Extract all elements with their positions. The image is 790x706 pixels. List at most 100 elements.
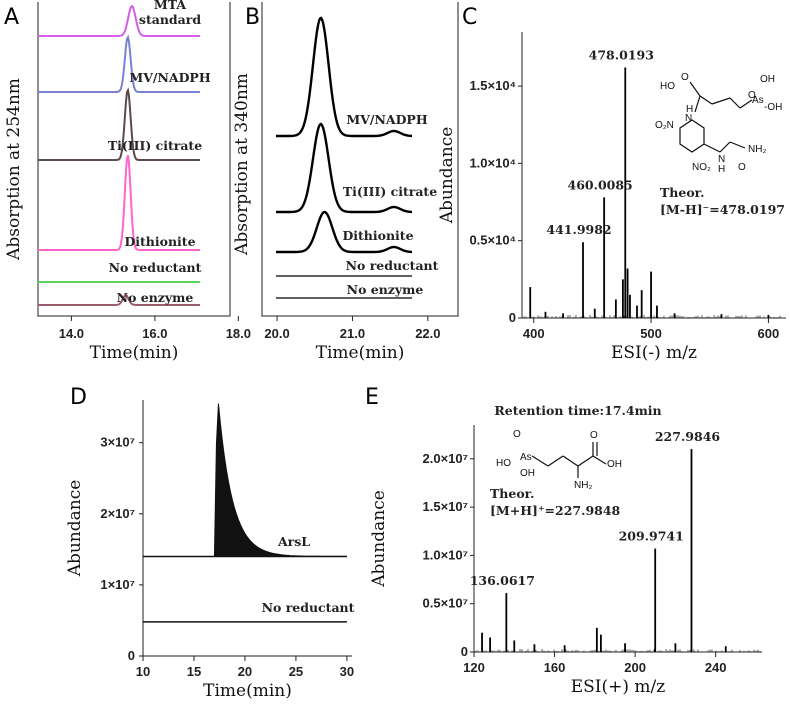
- y-tick-label: 1.5×10⁷: [423, 499, 469, 514]
- x-tick-label: 16.0: [142, 326, 167, 341]
- series-label-mta-standard: standard: [139, 12, 201, 27]
- trace-mta-standard: [38, 4, 200, 37]
- svg-text:H: H: [718, 164, 725, 175]
- svg-text:O: O: [738, 162, 746, 173]
- peak-label: 460.0085: [568, 177, 633, 192]
- svg-text:OH: OH: [520, 468, 535, 479]
- series-label-dithionite: Dithionite: [124, 234, 195, 249]
- trace-mv-nadph: [276, 16, 412, 138]
- svg-text:NH₂: NH₂: [748, 144, 766, 155]
- structure-e: [531, 442, 607, 478]
- y-axis-label: Abundance: [437, 127, 457, 225]
- theor-value: [M+H]⁺=227.9848: [490, 503, 621, 518]
- structure-c: [679, 81, 753, 153]
- x-tick-label: 15: [187, 664, 201, 679]
- svg-text:N: N: [685, 113, 692, 124]
- series-label-no-reductant: No reductant: [262, 600, 355, 615]
- panel-label-a: A: [4, 5, 19, 30]
- series-label-ti-iii-citrate: Ti(III) citrate: [108, 138, 202, 153]
- x-tick-label: 25: [289, 664, 303, 679]
- peak-label: 441.9982: [546, 222, 611, 237]
- svg-text:HO: HO: [660, 81, 675, 92]
- series-label-mv-nadph: MV/NADPH: [346, 112, 427, 127]
- trace-ti-iii-citrate: [38, 87, 200, 161]
- structure-c-labels: O HO OH As -OH O H N O₂N NO₂ N H NH₂ O: [655, 72, 782, 175]
- svg-text:HO: HO: [496, 458, 511, 469]
- peak-label: 209.9741: [619, 529, 684, 544]
- svg-text:O: O: [513, 429, 521, 440]
- x-tick-label: 160: [544, 660, 566, 675]
- svg-text:O: O: [681, 72, 689, 83]
- peak-label: 227.9846: [655, 429, 721, 444]
- x-tick-label: 10: [136, 664, 150, 679]
- y-tick-label: 0: [128, 648, 135, 663]
- y-tick-label: 0: [461, 644, 468, 659]
- x-tick-label: 240: [705, 660, 727, 675]
- y-axis-label: Abundance: [65, 480, 85, 578]
- y-tick-label: 1.0×10⁴: [469, 155, 516, 170]
- svg-text:As: As: [752, 95, 764, 106]
- svg-text:OH: OH: [607, 459, 622, 470]
- series-label-dithionite: Dithionite: [342, 228, 413, 243]
- structure-e-labels: O HO As OH O OH NH₂: [496, 429, 622, 491]
- y-axis-label: Absorption at 254nm: [4, 78, 24, 261]
- y-tick-label: 0.5×10⁷: [423, 596, 469, 611]
- svg-text:O₂N: O₂N: [655, 120, 674, 131]
- x-tick-label: 20.0: [264, 326, 289, 341]
- axes-frame: [142, 400, 352, 657]
- x-axis-label: Time(min): [203, 681, 292, 701]
- panel-label-c: C: [462, 5, 477, 30]
- series-label-no-reductant: No reductant: [109, 260, 202, 275]
- panel-a: 14.0 16.0 18.0 Time(min) Absorption at 254nm…: [4, 0, 251, 363]
- svg-text:O: O: [590, 430, 598, 441]
- svg-text:As: As: [520, 452, 532, 463]
- x-tick-label: 20: [238, 664, 252, 679]
- y-tick-label: 0.5×10⁴: [469, 233, 516, 248]
- series-label-arsl: ArsL: [277, 534, 310, 549]
- x-tick-label: 200: [624, 660, 646, 675]
- panel-label-b: B: [245, 5, 260, 30]
- trace-mv-nadph: [38, 34, 200, 93]
- theor-title: Theor.: [660, 185, 704, 200]
- peak-label: 136.0617: [470, 573, 535, 588]
- trace-ti-iii-citrate: [276, 122, 412, 214]
- theor-title: Theor.: [490, 486, 534, 501]
- y-axis-label: Absorption at 340nm: [232, 73, 252, 256]
- panel-label-e: E: [365, 385, 379, 410]
- x-tick-label: 14.0: [59, 326, 84, 341]
- series-label-mv-nadph: MV/NADPH: [129, 70, 210, 85]
- x-tick-label: 600: [758, 326, 780, 341]
- theor-value: [M-H]⁻=478.0197: [660, 202, 785, 217]
- series-label-no-reductant: No reductant: [346, 258, 439, 273]
- trace-dithionite: [38, 155, 200, 251]
- x-tick-label: 500: [640, 326, 662, 341]
- x-tick-label: 120: [463, 660, 485, 675]
- peak-label: 478.0193: [589, 48, 654, 63]
- y-tick-label: 2×10⁷: [100, 506, 135, 521]
- x-tick-label: 21.0: [340, 326, 365, 341]
- panel-c: 0 0.5×10⁴ 1.0×10⁴ 1.5×10⁴ 400 500 600 ESI(-) m/…: [437, 32, 786, 363]
- y-axis-label: Abundance: [369, 490, 389, 588]
- svg-text:O: O: [748, 90, 756, 101]
- series-label-mta-standard: MTA: [154, 0, 186, 12]
- svg-text:H: H: [686, 104, 693, 115]
- y-tick-label: 1.0×10⁷: [423, 547, 469, 562]
- chart-title: Retention time:17.4min: [494, 403, 661, 418]
- y-tick-label: 0: [509, 310, 516, 325]
- x-axis-label: Time(min): [316, 343, 405, 363]
- panel-b: 20.0 21.0 22.0 Time(min) Absorption at 340nm…: [232, 2, 459, 363]
- series-label-no-enzyme: No enzyme: [117, 290, 194, 305]
- svg-text:OH: OH: [760, 74, 775, 85]
- x-axis-label: Time(min): [90, 343, 179, 363]
- x-tick-label: 22.0: [415, 326, 440, 341]
- y-tick-label: 1×10⁷: [100, 577, 135, 592]
- axes-frame: [521, 32, 786, 319]
- series-label-no-enzyme: No enzyme: [347, 282, 424, 297]
- svg-text:N: N: [718, 154, 725, 165]
- trace-arsl: [143, 403, 347, 557]
- svg-text:NO₂: NO₂: [692, 162, 711, 173]
- y-tick-label: 3×10⁷: [100, 435, 135, 450]
- trace-dithionite: [276, 210, 412, 254]
- x-axis-label: ESI(+) m/z: [571, 677, 666, 697]
